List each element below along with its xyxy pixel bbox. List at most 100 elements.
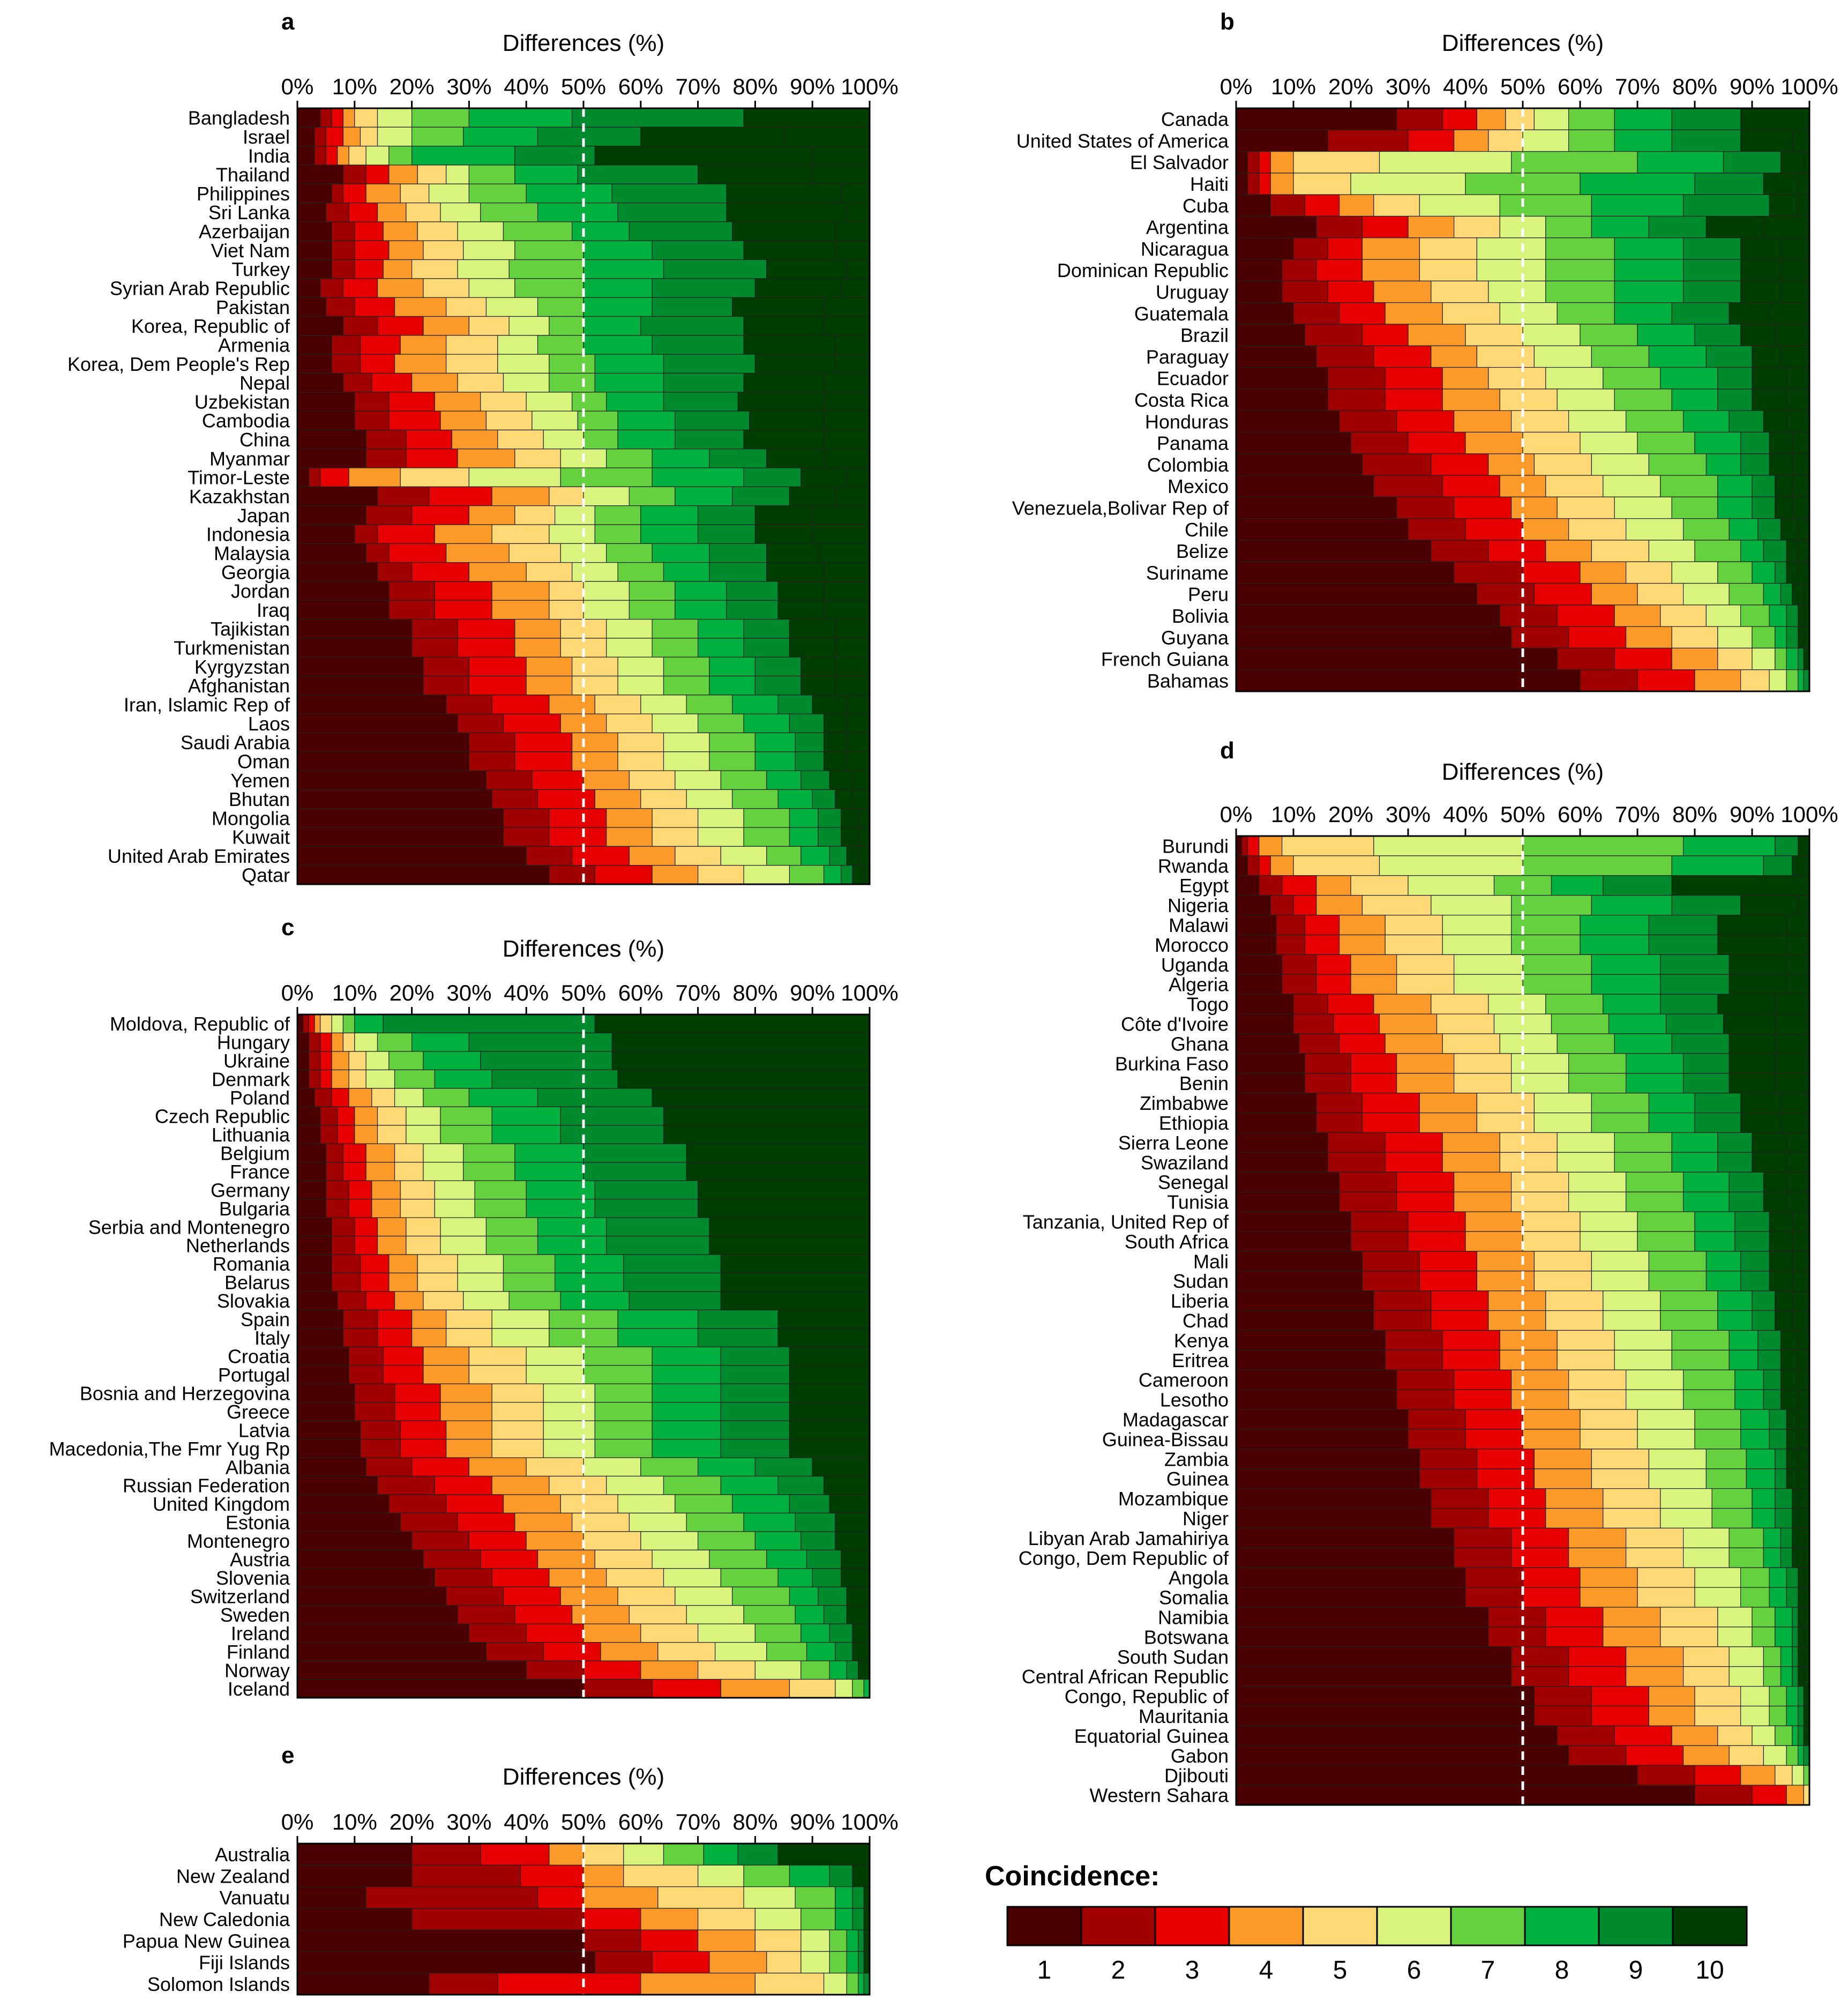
- bar-segment: [549, 808, 607, 828]
- category-label: Fiji Islands: [199, 1952, 290, 1974]
- bar-segment: [1511, 1369, 1569, 1390]
- bar-segment: [1626, 1172, 1684, 1192]
- bar-segment: [1241, 835, 1248, 856]
- bar-segment: [1792, 1646, 1799, 1667]
- bar-segment: [1236, 237, 1294, 260]
- bar-segment: [342, 1032, 355, 1052]
- category-label: Armenia: [218, 334, 290, 356]
- bar-segment: [468, 751, 515, 771]
- bar-segment: [1763, 855, 1793, 876]
- bar-segment: [606, 1217, 710, 1237]
- bar-segment: [297, 505, 366, 525]
- bar-segment: [1522, 954, 1592, 975]
- bar-segment: [1476, 1468, 1535, 1489]
- bar-segment: [789, 1365, 870, 1384]
- bar-segment: [446, 1309, 492, 1329]
- bar-segment: [1327, 237, 1363, 260]
- bar-segment: [377, 1125, 407, 1144]
- bar-segment: [1729, 974, 1787, 995]
- bar-segment: [583, 1678, 653, 1698]
- bar-segment: [537, 789, 595, 809]
- bar-segment: [675, 846, 721, 866]
- category-label: Hungary: [217, 1032, 290, 1054]
- bar-segment: [1522, 1567, 1581, 1588]
- bar-segment: [652, 1383, 721, 1403]
- bar-segment: [434, 1198, 475, 1218]
- bar-segment: [1775, 1627, 1793, 1647]
- bar-segment: [320, 108, 332, 128]
- bar-segment: [1752, 1627, 1776, 1647]
- bar-segment: [1379, 151, 1512, 174]
- bar-segment: [611, 183, 727, 204]
- bar-segment: [1236, 1310, 1374, 1331]
- x-tick-label: 40%: [504, 74, 549, 99]
- x-tick-label: 40%: [504, 1809, 549, 1834]
- bar-segment: [1803, 1765, 1810, 1786]
- bar-segment: [514, 618, 561, 639]
- category-label: Madagascar: [1123, 1408, 1229, 1430]
- bar-segment: [348, 1088, 372, 1107]
- bar-segment: [1361, 1093, 1420, 1114]
- bar-segment: [1683, 1527, 1730, 1548]
- bar-segment: [480, 1549, 538, 1569]
- bar-segment: [429, 1973, 498, 1995]
- bar-segment: [1752, 1152, 1787, 1173]
- bar-segment: [297, 827, 504, 847]
- bar-segment: [1522, 974, 1592, 995]
- bar-segment: [743, 713, 790, 734]
- x-tick-label: 0%: [281, 74, 314, 99]
- bar-segment: [377, 126, 413, 147]
- bar-segment: [1603, 875, 1672, 896]
- category-label: Romania: [213, 1253, 290, 1275]
- category-label: Namibia: [1158, 1606, 1229, 1628]
- bar-segment: [1740, 1271, 1770, 1292]
- bar-segment: [1236, 561, 1455, 584]
- bar-segment: [1614, 1132, 1672, 1153]
- bar-segment: [1316, 974, 1351, 995]
- bar-segment: [1236, 324, 1305, 346]
- bar-segment: [743, 372, 825, 393]
- bar-segment: [829, 1951, 847, 1974]
- bar-segment: [1660, 1290, 1718, 1311]
- bar-segment: [1792, 1211, 1810, 1232]
- bar-segment: [297, 1180, 327, 1200]
- bar-segment: [1740, 1567, 1770, 1588]
- bar-segment: [297, 146, 315, 166]
- bar-segment: [1798, 1449, 1810, 1469]
- bar-segment: [1798, 1429, 1810, 1450]
- bar-segment: [663, 1125, 870, 1144]
- bar-segment: [812, 165, 870, 184]
- bar-segment: [1717, 1152, 1753, 1173]
- bar-segment: [1545, 280, 1615, 303]
- bar-segment: [1339, 914, 1386, 936]
- category-label: Bulgaria: [219, 1198, 290, 1220]
- bar-segment: [1608, 1013, 1667, 1034]
- bar-segment: [360, 354, 395, 374]
- bar-segment: [1763, 1527, 1782, 1548]
- bar-segment: [1236, 669, 1581, 692]
- bar-segment: [457, 713, 504, 734]
- bar-segment: [1603, 1290, 1661, 1311]
- bar-segment: [1660, 1310, 1718, 1331]
- bar-segment: [663, 1475, 721, 1495]
- bar-segment: [1591, 954, 1661, 975]
- bar-segment: [846, 1660, 859, 1680]
- bar-segment: [417, 165, 447, 184]
- bar-segment: [1431, 345, 1478, 368]
- bar-segment: [1752, 1310, 1776, 1331]
- bar-segment: [1361, 895, 1432, 916]
- bar-segment: [1626, 1745, 1684, 1766]
- bar-segment: [1350, 875, 1409, 896]
- bar-segment: [1626, 518, 1684, 541]
- bar-segment: [1717, 475, 1753, 497]
- bar-segment: [1373, 1290, 1432, 1311]
- bar-segment: [434, 581, 492, 601]
- bar-segment: [1717, 1607, 1753, 1628]
- bar-segment: [354, 1235, 378, 1255]
- bar-segment: [1792, 1666, 1799, 1687]
- bar-segment: [394, 1069, 435, 1089]
- bar-segment: [823, 392, 870, 412]
- bar-segment: [1740, 324, 1776, 346]
- bar-segment: [1236, 626, 1512, 649]
- bar-segment: [365, 1143, 395, 1163]
